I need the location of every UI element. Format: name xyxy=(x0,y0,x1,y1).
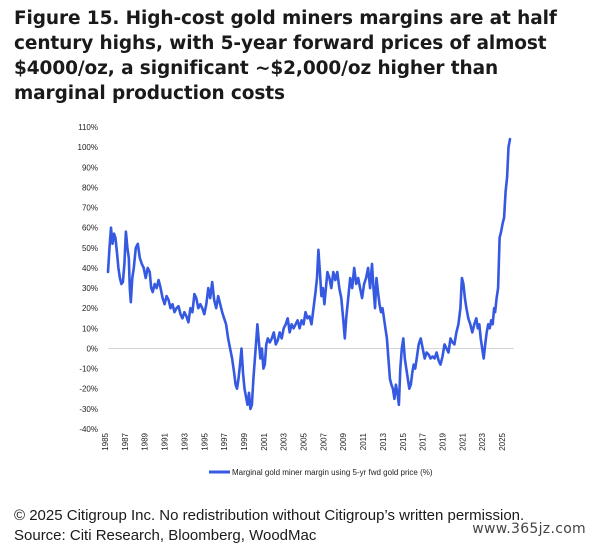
y-tick-label: -20% xyxy=(79,385,98,394)
watermark: www.365jz.com xyxy=(472,521,586,537)
x-tick-label: 2021 xyxy=(458,432,467,450)
y-axis: -40% -30% -20% -10% 0% 10% 20% 30% 40% 50% 60% 70% 8… xyxy=(78,123,98,434)
x-tick-label: 2003 xyxy=(280,432,289,450)
y-tick-label: -10% xyxy=(79,365,98,374)
x-tick-label: 2013 xyxy=(379,432,388,450)
x-tick-label: 1987 xyxy=(121,432,130,450)
y-tick-label: 90% xyxy=(82,163,98,172)
y-tick-label: 80% xyxy=(82,183,98,192)
y-tick-label: 100% xyxy=(78,143,98,152)
x-tick-label: 2025 xyxy=(498,432,507,450)
x-tick-label: 2007 xyxy=(319,432,328,450)
x-tick-label: 2009 xyxy=(339,432,348,450)
series-line xyxy=(106,137,512,411)
x-tick-label: 1997 xyxy=(220,432,229,450)
x-axis: 1985 1987 1989 1991 1993 1995 1997 1999 2001 2003… xyxy=(101,348,514,451)
y-tick-label: 10% xyxy=(82,324,98,333)
x-tick-label: 1993 xyxy=(180,432,189,450)
y-tick-label: 40% xyxy=(82,264,98,273)
x-tick-label: 2011 xyxy=(359,432,368,450)
y-tick-label: 20% xyxy=(82,304,98,313)
y-tick-label: -30% xyxy=(79,405,98,414)
source-note: Source: Citi Research, Bloomberg, WoodMa… xyxy=(14,527,317,544)
x-tick-label: 1991 xyxy=(161,432,170,450)
y-tick-label: 30% xyxy=(82,284,98,293)
y-tick-label: 50% xyxy=(82,244,98,253)
x-tick-label: 1995 xyxy=(200,432,209,450)
copyright-note: © 2025 Citigroup Inc. No redistribution … xyxy=(14,507,525,524)
x-tick-label: 1989 xyxy=(141,432,150,450)
x-tick-label: 2019 xyxy=(439,432,448,450)
footer: © 2025 Citigroup Inc. No redistribution … xyxy=(14,506,524,546)
x-tick-label: 1985 xyxy=(101,432,110,450)
y-tick-label: 60% xyxy=(82,224,98,233)
x-tick-label: 2001 xyxy=(260,432,269,450)
y-tick-label: 110% xyxy=(78,123,98,132)
line-chart: -40% -30% -20% -10% 0% 10% 20% 30% 40% 50% 60% 70% 8… xyxy=(78,123,514,477)
legend: Marginal gold miner margin using 5-yr fw… xyxy=(209,468,433,477)
y-tick-label: -40% xyxy=(79,425,98,434)
legend-label: Marginal gold miner margin using 5-yr fw… xyxy=(232,468,433,477)
x-tick-label: 2023 xyxy=(478,432,487,450)
x-tick-label: 2005 xyxy=(300,432,309,450)
y-tick-label: 70% xyxy=(82,204,98,213)
series-layer xyxy=(106,137,512,411)
y-tick-label: 0% xyxy=(86,344,98,353)
x-tick-label: 1999 xyxy=(240,432,249,450)
x-tick-label: 2017 xyxy=(419,432,428,450)
x-tick-label: 2015 xyxy=(399,432,408,450)
figure-title: Figure 15. High-cost gold miners margins… xyxy=(14,8,557,104)
